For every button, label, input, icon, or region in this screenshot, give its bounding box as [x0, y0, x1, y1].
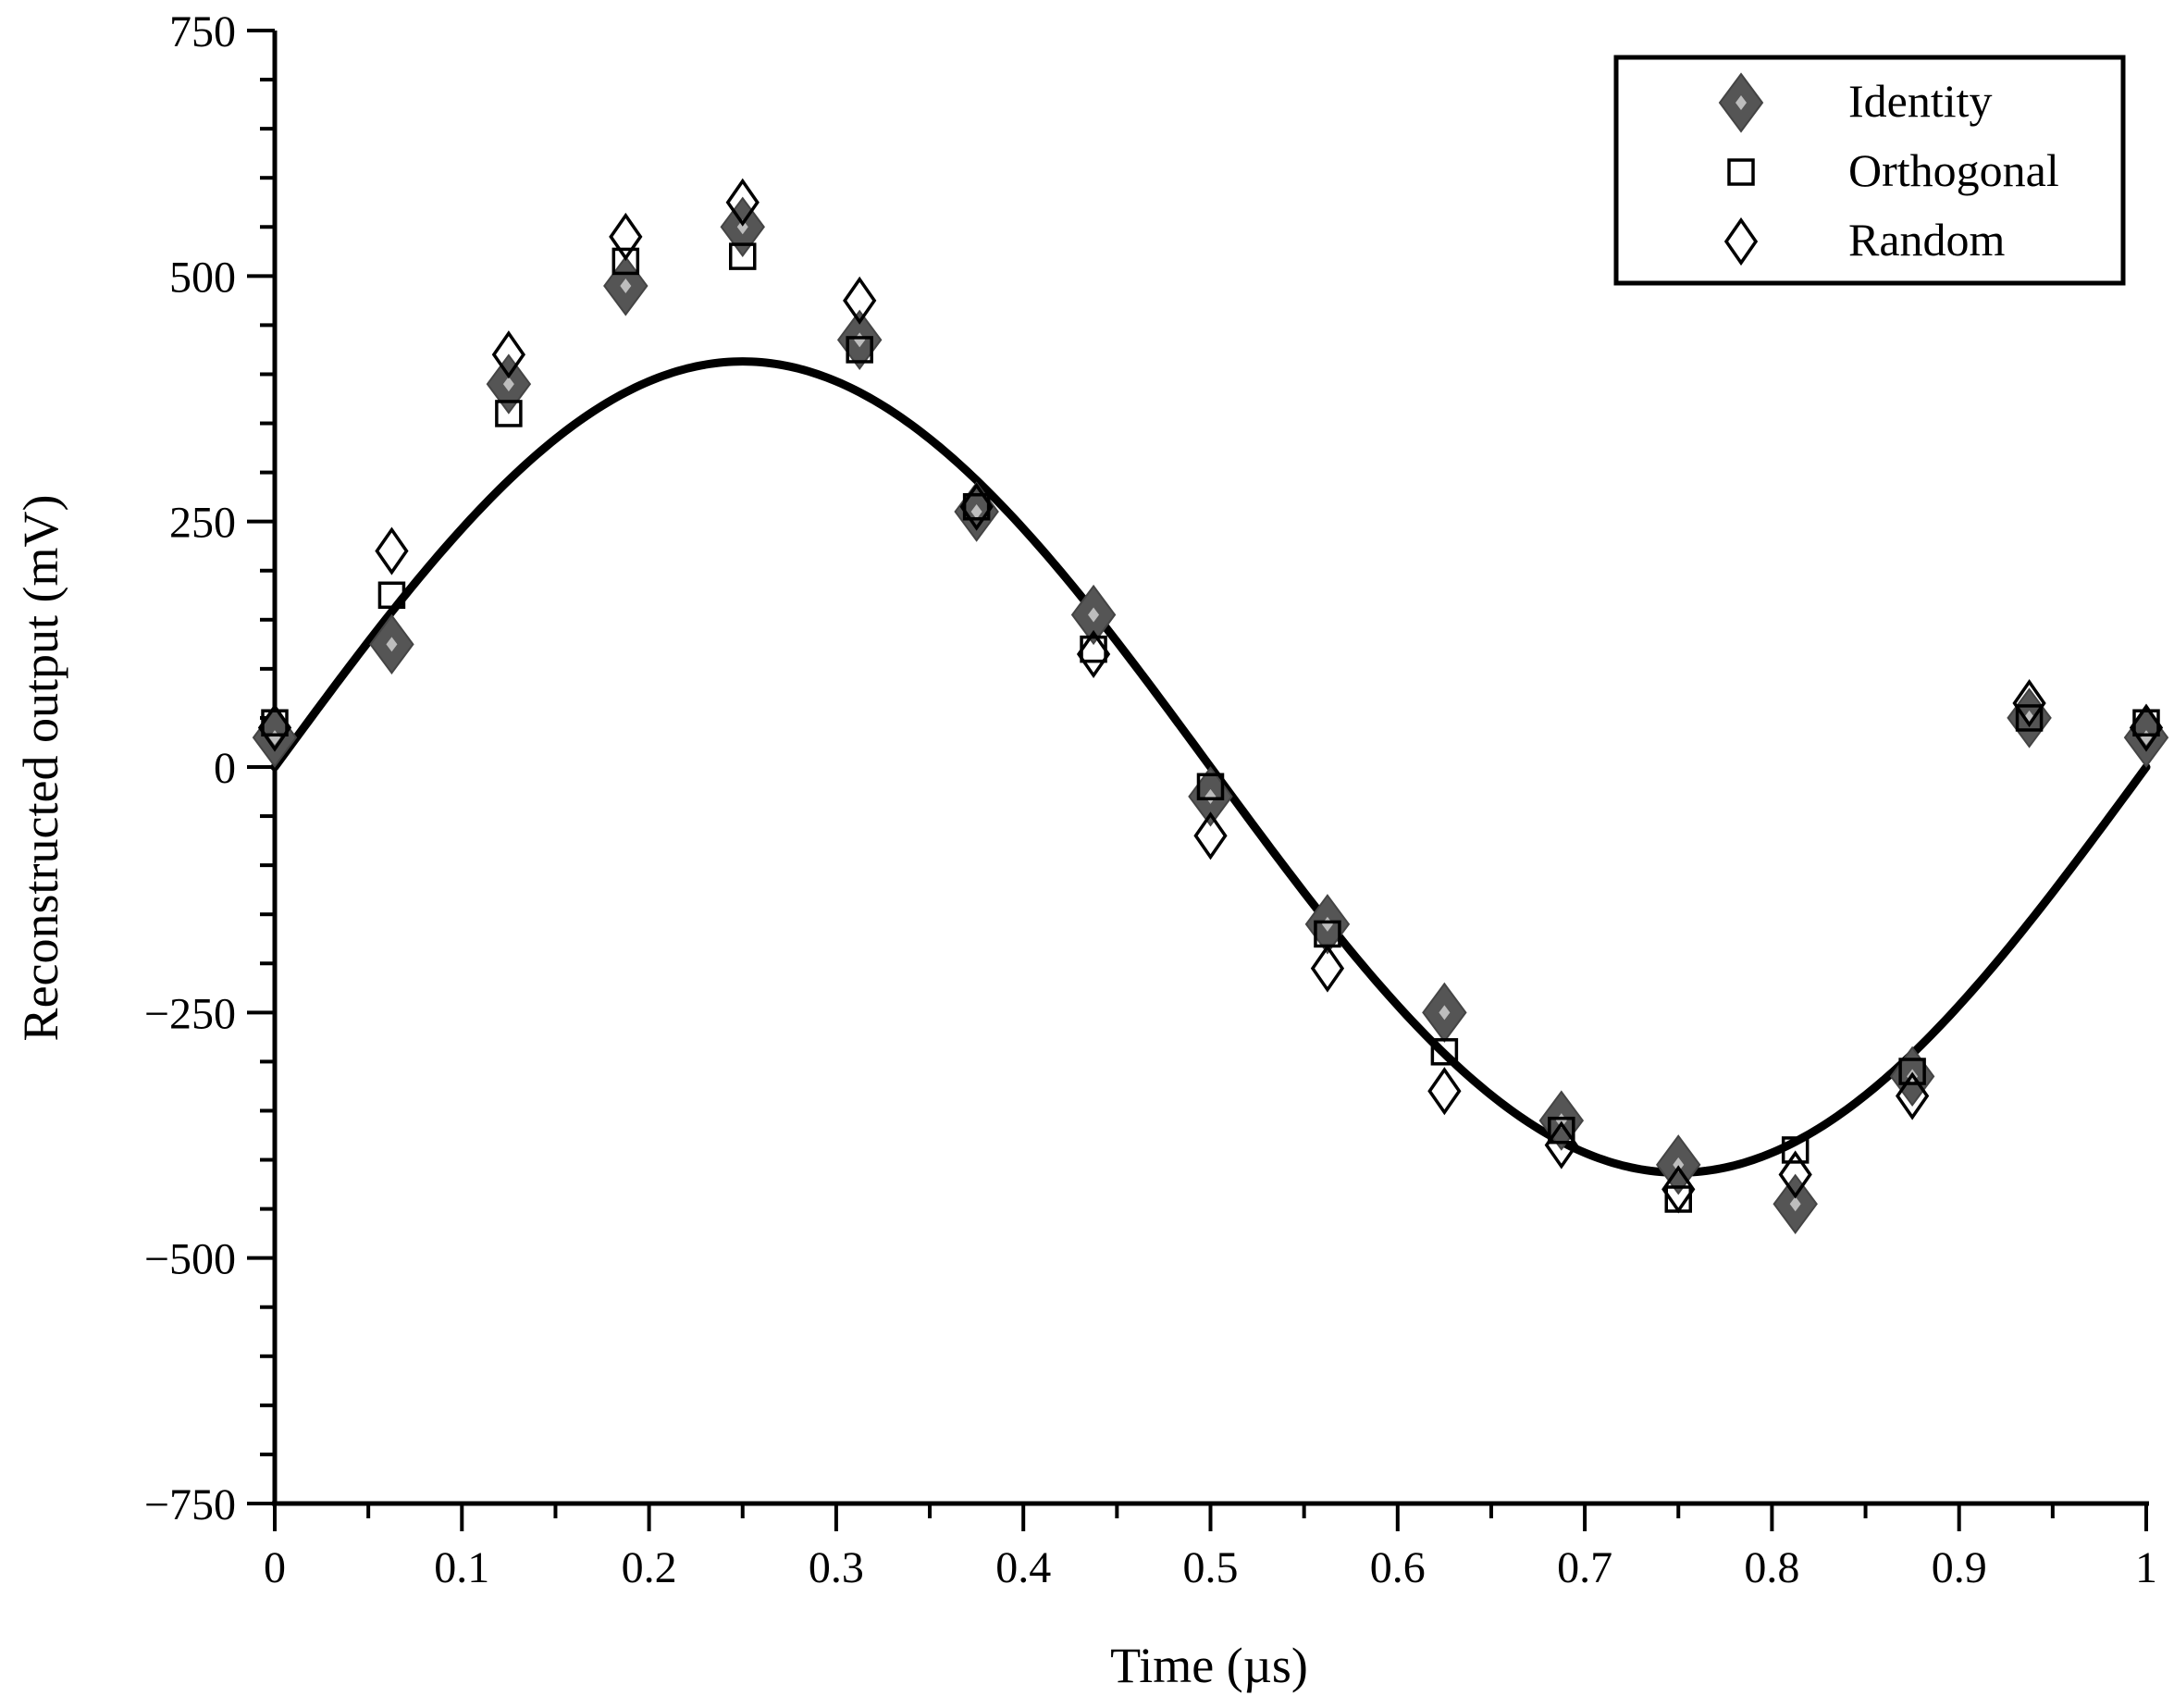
legend-label-identity: Identity: [1848, 75, 1993, 127]
point-orthogonal: [1196, 773, 1225, 800]
legend-label-orthogonal: Orthogonal: [1848, 144, 2059, 196]
point-random: [1661, 1165, 1696, 1214]
point-identity: [369, 613, 414, 675]
point-identity: [1070, 584, 1117, 646]
legend-marker-orthogonal: [1727, 158, 1755, 186]
y-tick-label: −500: [144, 1235, 236, 1284]
point-identity: [1773, 1173, 1818, 1234]
legend-marker-identity: [1718, 72, 1764, 133]
point-random: [1544, 1120, 1578, 1170]
x-axis-title: Time (µs): [1110, 1638, 1308, 1693]
point-identity: [2123, 707, 2169, 768]
point-orthogonal: [1548, 1116, 1575, 1145]
legend: Identity Orthogonal Random: [1613, 55, 2126, 286]
y-tick-label: 0: [214, 744, 236, 793]
point-random: [1193, 811, 1228, 860]
x-tick-label: 0.3: [809, 1543, 864, 1592]
point-random: [1076, 629, 1111, 679]
point-random: [1778, 1150, 1812, 1199]
x-tick-label: 0.6: [1370, 1543, 1426, 1592]
point-random: [1895, 1071, 1930, 1120]
legend-marker-random: [1723, 217, 1759, 266]
point-identity: [2007, 687, 2052, 749]
y-tick-label: 500: [169, 253, 236, 302]
x-tick-label: 0.7: [1557, 1543, 1612, 1592]
y-tick-label: −250: [144, 989, 236, 1038]
x-tick-label: 0.5: [1183, 1543, 1239, 1592]
point-random: [2012, 678, 2046, 728]
point-random: [1310, 944, 1345, 993]
point-orthogonal: [1430, 1038, 1459, 1066]
point-random: [725, 178, 760, 227]
point-orthogonal: [2015, 704, 2044, 732]
point-orthogonal: [729, 242, 757, 270]
x-tick-label: 0.1: [434, 1543, 489, 1592]
point-random: [375, 526, 409, 576]
point-identity: [486, 353, 532, 415]
y-tick-label: 750: [169, 7, 236, 56]
point-orthogonal: [846, 336, 873, 364]
point-identity: [1538, 1090, 1585, 1151]
point-random: [491, 330, 526, 379]
y-tick-label: 250: [169, 499, 236, 548]
x-tick-label: 0.8: [1744, 1543, 1799, 1592]
axes: −750 −500 −250 0 250 500 750 0 0.1 0.2 0.3 0.4 0.5 0.…: [144, 7, 2157, 1592]
y-tick-label: −750: [144, 1480, 236, 1529]
x-tick-label: 0.2: [622, 1543, 677, 1592]
point-orthogonal: [611, 247, 640, 276]
point-orthogonal: [1898, 1058, 1926, 1085]
point-orthogonal: [495, 400, 523, 427]
point-orthogonal: [377, 581, 406, 610]
legend-box: [1613, 55, 2126, 286]
point-random: [1427, 1067, 1462, 1116]
point-orthogonal: [1781, 1136, 1810, 1164]
x-tick-label: 0.9: [1932, 1543, 1987, 1592]
point-random: [959, 482, 994, 531]
x-tick-label: 0.4: [995, 1543, 1051, 1592]
point-identity: [252, 707, 298, 768]
x-tick-label: 0: [264, 1543, 286, 1592]
point-orthogonal: [962, 492, 991, 521]
point-random: [257, 703, 292, 752]
point-identity: [603, 255, 648, 316]
y-axis-title: Reconstructed output (mV): [13, 495, 68, 1042]
legend-symbol-random: [1723, 217, 1759, 266]
legend-symbol-orthogonal: [1727, 158, 1755, 186]
point-random: [609, 212, 643, 261]
legend-label-random: Random: [1848, 214, 2006, 266]
point-identity: [1656, 1134, 1701, 1195]
legend-symbol-identity: [1718, 72, 1764, 133]
point-random: [2129, 703, 2164, 752]
x-tick-label: 1: [2135, 1543, 2157, 1592]
point-identity: [720, 196, 765, 257]
data-points-layer: [252, 178, 2169, 1234]
point-random: [843, 276, 877, 325]
point-identity: [1422, 982, 1467, 1044]
